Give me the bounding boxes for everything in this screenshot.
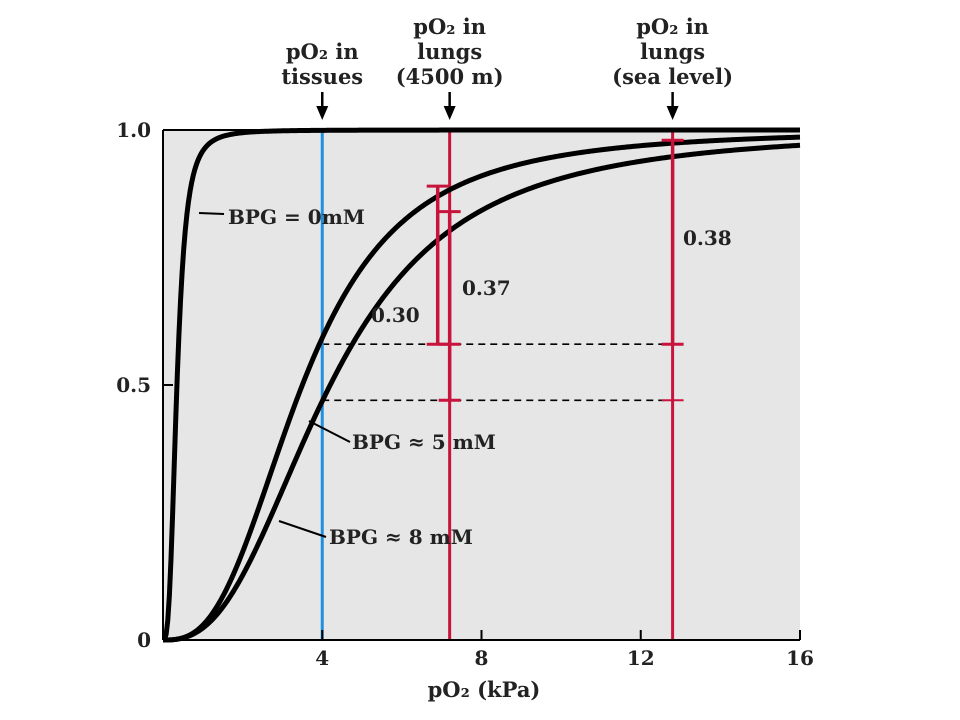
y-tick-label-1: 0.5 bbox=[116, 373, 151, 397]
curve-label-bpg-8: BPG ≈ 8 mM bbox=[329, 525, 473, 549]
leader-bpg-0 bbox=[198, 212, 225, 215]
y-tick-label-2: 1.0 bbox=[116, 118, 151, 142]
annotation-0-30: 0.30 bbox=[371, 303, 420, 327]
top-label-1-line-1: lungs bbox=[417, 39, 482, 64]
top-label-2-line-0: pO₂ in bbox=[636, 14, 709, 39]
top-label-1-line-2: (4500 m) bbox=[396, 64, 504, 89]
x-tick-label-1: 8 bbox=[475, 646, 489, 670]
top-label-2-line-2: (sea level) bbox=[612, 64, 733, 89]
down-arrow-icon-2 bbox=[666, 106, 679, 120]
leader-bpg-5 bbox=[308, 420, 351, 443]
y-tick-label-0: 0 bbox=[137, 628, 151, 652]
x-axis-title: pO₂ (kPa) bbox=[428, 677, 541, 702]
top-label-0-line-1: tissues bbox=[281, 64, 363, 89]
x-tick-label-3: 16 bbox=[786, 646, 814, 670]
down-arrow-icon-1 bbox=[443, 106, 456, 120]
down-arrow-icon-0 bbox=[316, 106, 329, 120]
annotation-0-37: 0.37 bbox=[462, 276, 511, 300]
curve-series-1 bbox=[162, 134, 801, 643]
leader-bpg-8 bbox=[278, 520, 327, 538]
curve-label-bpg-5: BPG ≈ 5 mM bbox=[352, 430, 496, 454]
x-tick-label-2: 12 bbox=[627, 646, 655, 670]
top-label-1-line-0: pO₂ in bbox=[413, 14, 486, 39]
curve-series-2 bbox=[162, 142, 801, 643]
curve-label-bpg-0: BPG = 0mM bbox=[228, 205, 365, 229]
plot-area bbox=[163, 130, 800, 640]
top-label-2-line-1: lungs bbox=[640, 39, 705, 64]
annotation-0-38: 0.38 bbox=[683, 226, 732, 250]
top-label-0-line-0: pO₂ in bbox=[286, 39, 359, 64]
x-tick-label-0: 4 bbox=[315, 646, 329, 670]
